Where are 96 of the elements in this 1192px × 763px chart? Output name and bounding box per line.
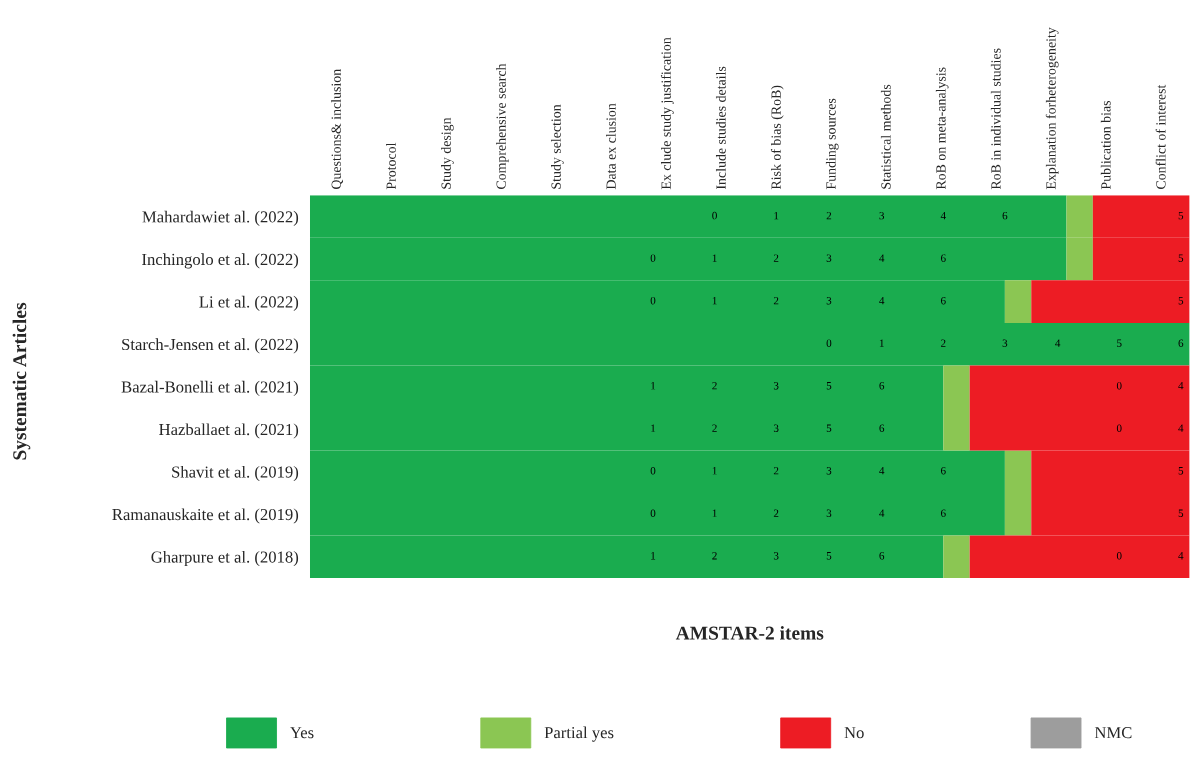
annotation: 5	[826, 552, 832, 560]
y-tick-label: Mahardawiet al. (2022)	[142, 210, 299, 226]
annotation: 0	[650, 466, 656, 475]
annotation: 6	[1002, 211, 1008, 220]
text: Include studies details	[715, 66, 726, 190]
annotation: 3	[773, 424, 779, 432]
text: Publication bias	[1100, 100, 1111, 190]
annotation: 4	[1178, 424, 1184, 432]
y-tick-label: Bazal-Bonelli et al. (2021)	[121, 380, 299, 396]
annotation: 1	[712, 296, 717, 305]
annotation: 0	[1116, 381, 1122, 390]
text: Study design	[441, 117, 454, 189]
text: Data ex clusion	[606, 103, 616, 190]
legend-label: No	[844, 727, 864, 739]
annotation: 1	[651, 552, 656, 560]
y-tick-label: Shavit et al. (2019)	[172, 465, 299, 482]
annotation: 2	[712, 424, 717, 432]
bar	[943, 535, 970, 578]
annotation: 3	[879, 211, 885, 220]
annotation: 1	[651, 424, 656, 432]
annotation: 2	[773, 254, 779, 262]
annotation: 3	[773, 552, 779, 560]
annotation: 0	[826, 339, 832, 347]
text: Statistical methods	[880, 84, 891, 189]
text: Explanation forheterogeneity	[1045, 27, 1059, 190]
annotation: 4	[1178, 552, 1184, 560]
text: RoB on meta-analysis	[935, 67, 949, 190]
annotation: 6	[879, 424, 885, 432]
legend-label: NMC	[1094, 727, 1132, 739]
annotation: 2	[712, 552, 717, 560]
annotation: 4	[940, 211, 946, 220]
annotation: 5	[1178, 509, 1184, 517]
annotation: 4	[879, 296, 885, 305]
y-axis-title: Systematic Articles	[12, 302, 31, 460]
annotation: 2	[773, 467, 779, 475]
annotation: 1	[712, 467, 717, 475]
annotation: 0	[650, 296, 656, 305]
y-tick-label: Ramanauskaite et al. (2019)	[112, 508, 299, 524]
text: Comprehensive search	[496, 63, 509, 190]
annotation: 2	[826, 211, 832, 220]
legend-label: Partial yes	[544, 726, 614, 742]
text: Funding sources	[825, 98, 839, 190]
annotation: 2	[941, 339, 946, 347]
annotation: 2	[712, 381, 717, 390]
annotation: 1	[651, 381, 656, 390]
bar	[1004, 280, 1032, 323]
annotation: 4	[879, 509, 885, 517]
annotation: 5	[1178, 297, 1184, 305]
annotation: 6	[941, 254, 946, 262]
annotation: 0	[712, 211, 717, 220]
annotation: 3	[826, 296, 832, 305]
annotation: 3	[773, 381, 779, 390]
legend-label: Yes	[290, 727, 314, 739]
annotation: 1	[879, 339, 884, 347]
annotation: 4	[879, 254, 885, 262]
annotation: 6	[941, 467, 946, 475]
annotation: 6	[941, 296, 946, 305]
annotation: 4	[1055, 339, 1061, 347]
annotation: 0	[1116, 552, 1122, 560]
annotation: 0	[650, 509, 656, 517]
annotation: 5	[826, 424, 832, 432]
y-tick-label: Starch-Jensen et al. (2022)	[122, 338, 299, 354]
annotation: 3	[826, 509, 832, 517]
annotation: 6	[941, 509, 946, 517]
text: Protocol	[386, 142, 396, 190]
annotation: 1	[774, 211, 779, 220]
text: Study selection	[551, 104, 564, 189]
text: Questions& inclusion	[331, 69, 343, 190]
annotation: 1	[712, 254, 717, 262]
annotation: 3	[826, 254, 832, 262]
annotation: 3	[1002, 339, 1008, 347]
annotation: 1	[712, 509, 717, 517]
x-axis-title: AMSTAR-2 items	[675, 626, 824, 640]
annotation: 6	[879, 552, 885, 560]
annotation: 0	[1116, 424, 1122, 432]
annotation: 3	[826, 467, 832, 475]
y-tick-label: Inchingolo et al. (2022)	[142, 253, 299, 269]
text: Ex clude study justification	[660, 37, 674, 190]
annotation: 6	[1178, 339, 1184, 347]
annotation: 6	[879, 381, 885, 390]
y-tick-label: Li et al. (2022)	[199, 295, 299, 311]
annotation: 5	[1178, 254, 1184, 262]
y-tick-label: Gharpure et al. (2018)	[151, 550, 299, 567]
text: Conflict of interest	[1155, 84, 1166, 190]
annotation: 5	[1178, 467, 1184, 475]
annotation: 4	[1178, 382, 1184, 390]
annotation: 5	[826, 382, 832, 390]
annotation: 5	[1117, 339, 1122, 347]
annotation: 4	[879, 467, 885, 475]
annotation: 5	[1178, 211, 1184, 220]
text: Risk of bias (RoB)	[770, 85, 784, 190]
annotation: 2	[773, 509, 779, 517]
text: RoB in individual studies	[990, 48, 1001, 190]
annotation: 2	[773, 296, 779, 305]
y-tick-label: Hazballaet al. (2021)	[159, 423, 299, 439]
annotation: 0	[650, 254, 656, 262]
